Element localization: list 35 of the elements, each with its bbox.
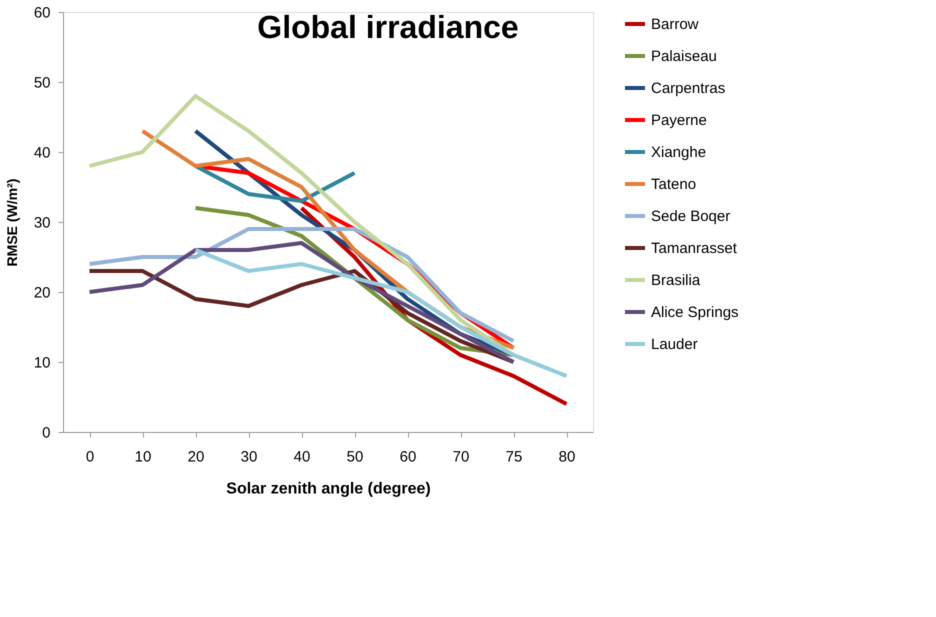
chart-title: Global irradiance — [257, 9, 519, 45]
x-axis-title: Solar zenith angle (degree) — [226, 480, 431, 498]
legend-label: Carpentras — [651, 80, 726, 97]
y-axis-title: RMSE (W/m²) — [4, 178, 20, 266]
x-tick-label: 20 — [188, 448, 204, 466]
x-tick-label: 75 — [506, 448, 522, 466]
y-tick-label: 10 — [34, 354, 50, 372]
legend-label: Tamanrasset — [651, 240, 738, 257]
legend-label: Sede Boqer — [651, 208, 730, 225]
line-series — [194, 164, 356, 203]
legend-label: Barrow — [651, 16, 699, 33]
x-tick-label: 70 — [452, 448, 470, 466]
legend-label: Tateno — [651, 176, 696, 193]
legend-label: Payerne — [651, 112, 707, 129]
x-tick-label: 10 — [134, 448, 152, 466]
x-tick-label: 60 — [400, 448, 416, 466]
line-series — [88, 227, 516, 343]
line-series — [88, 241, 516, 364]
y-tick-label: 30 — [34, 214, 50, 232]
y-tick-label: 20 — [34, 284, 50, 302]
line-series — [194, 248, 568, 378]
legend-label: Alice Springs — [651, 304, 739, 321]
legend-label: Brasilia — [651, 272, 701, 289]
legend-label: Palaiseau — [651, 48, 717, 65]
legend-label: Lauder — [651, 336, 698, 353]
y-tick-label: 40 — [34, 144, 50, 162]
x-tick-label: 0 — [86, 448, 94, 466]
y-tick-label: 60 — [34, 4, 50, 22]
x-tick-label: 30 — [240, 448, 258, 466]
y-tick-label: 0 — [42, 424, 50, 442]
y-tick-label: 50 — [34, 74, 50, 92]
x-tick-label: 80 — [558, 448, 576, 466]
x-tick-label: 40 — [294, 448, 310, 466]
legend-label: Xianghe — [651, 144, 706, 161]
x-tick-label: 50 — [346, 448, 364, 466]
